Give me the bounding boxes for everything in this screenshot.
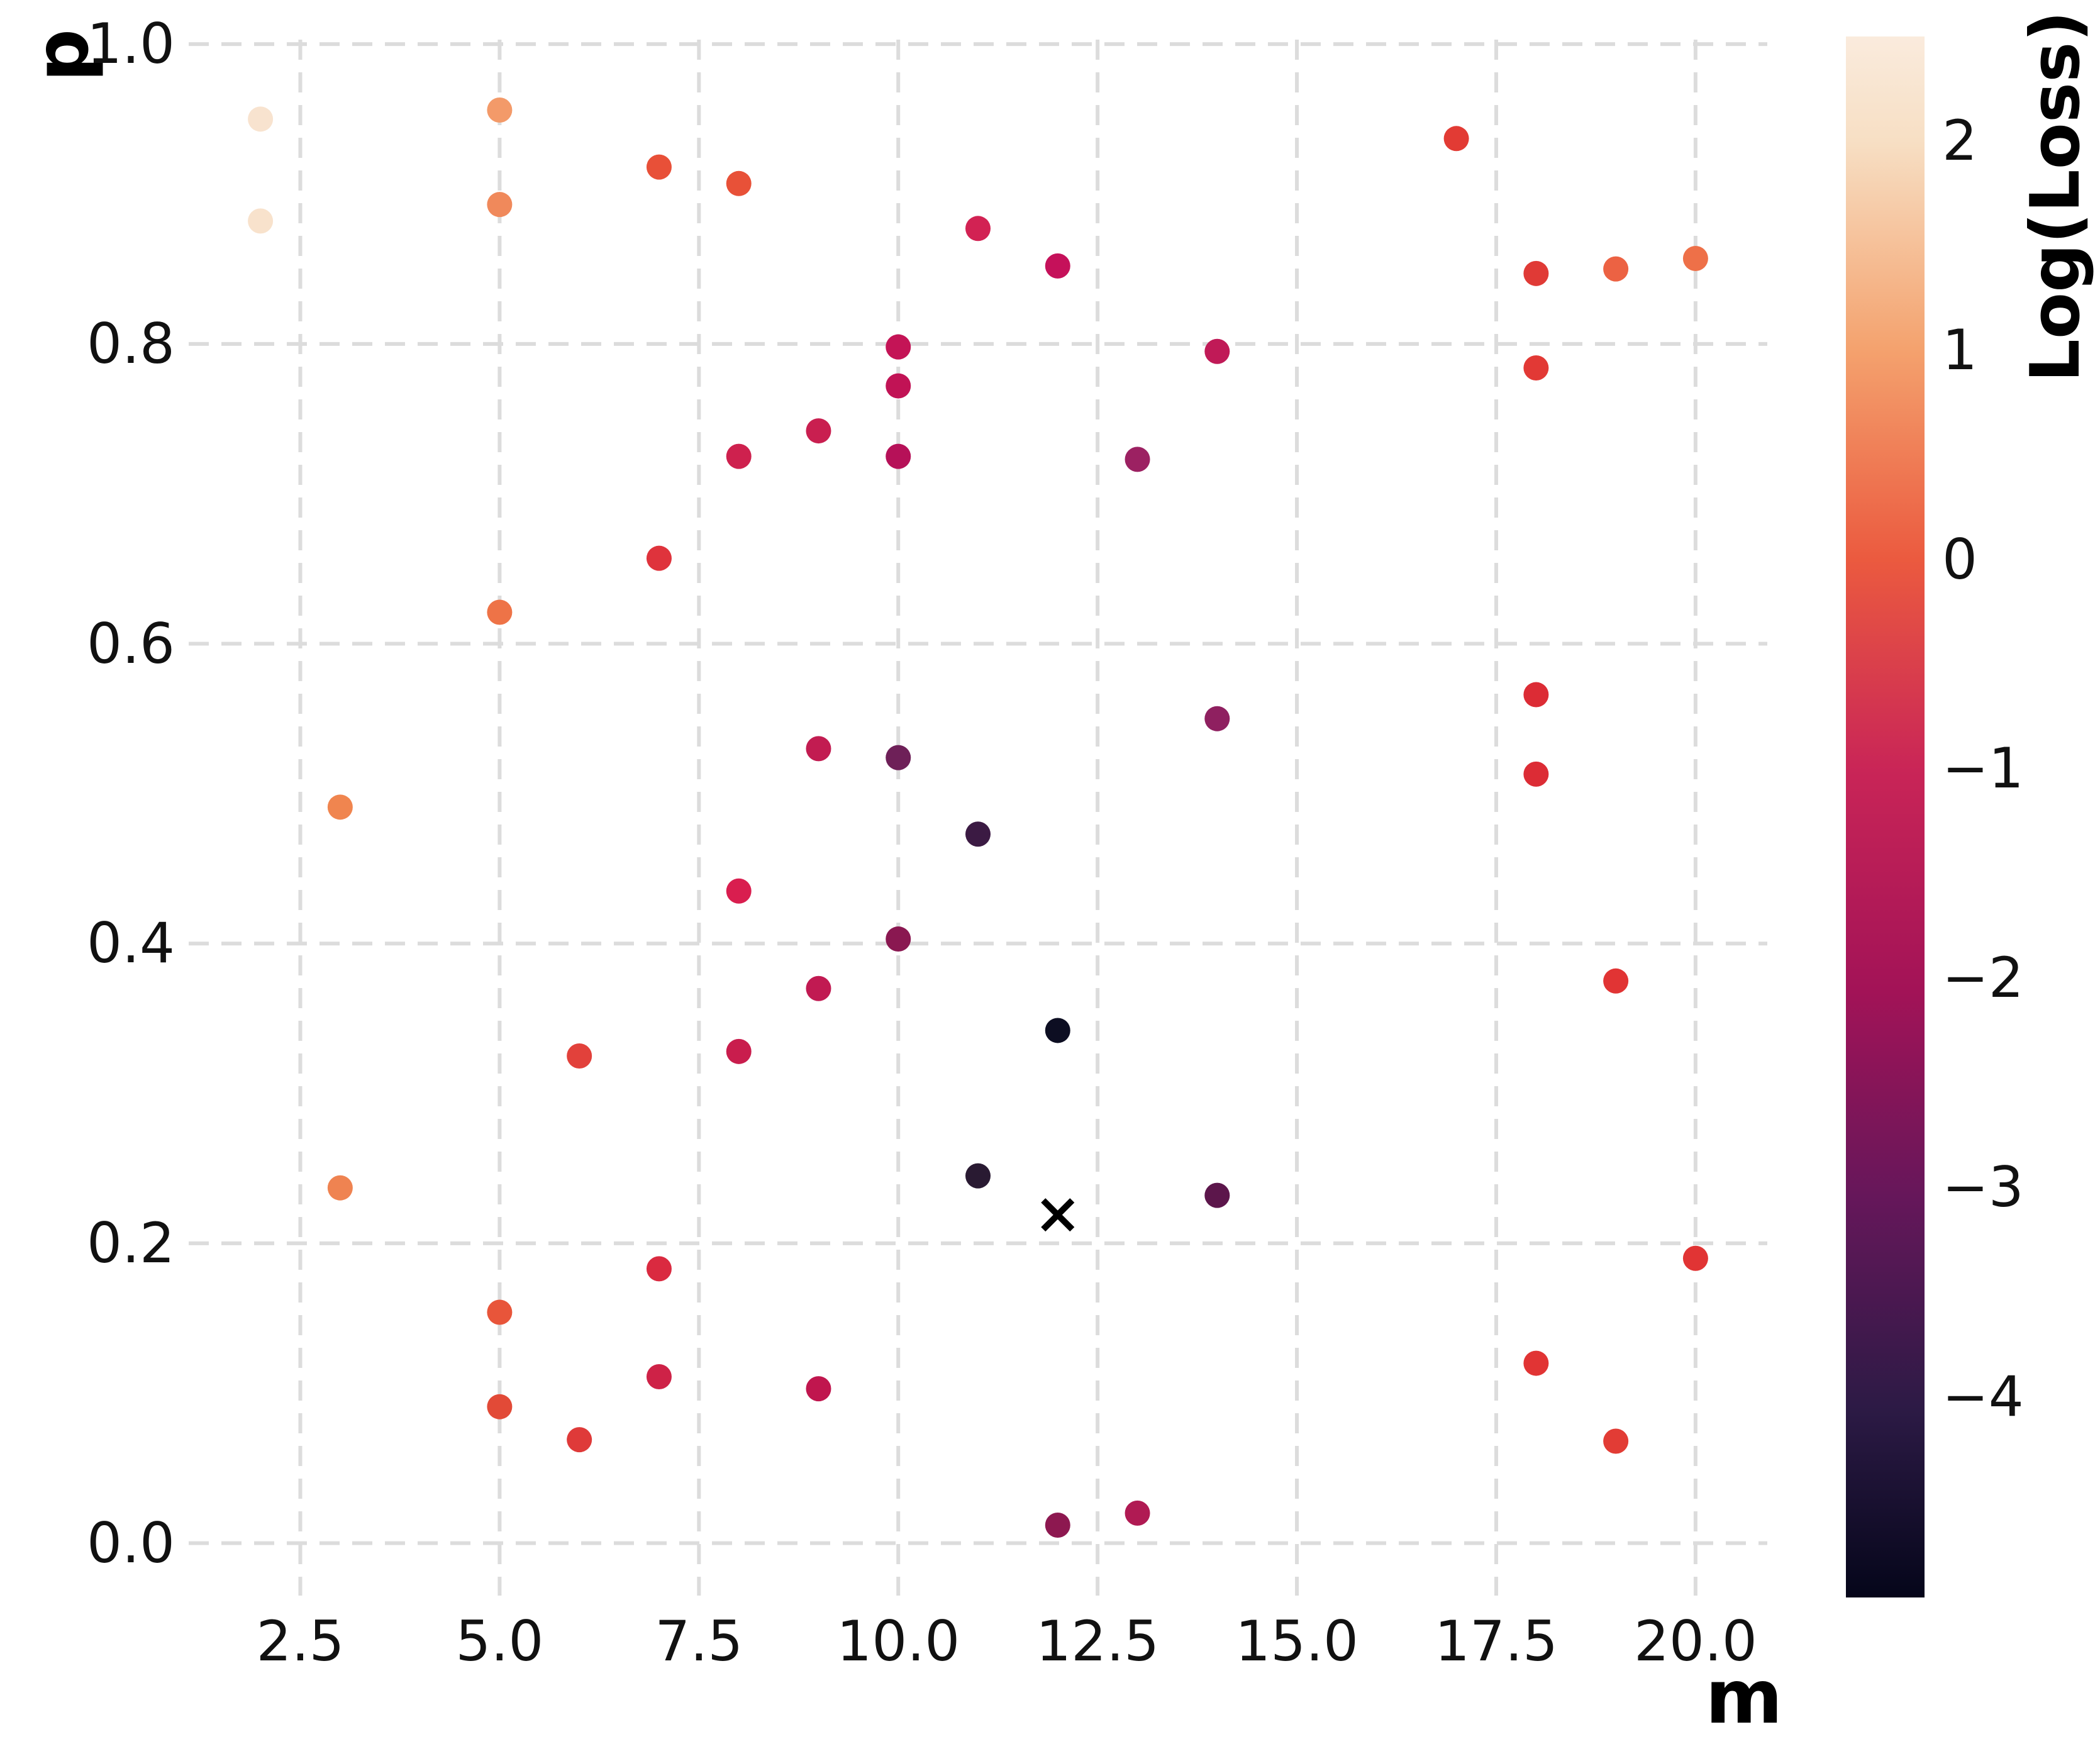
scatter-point [806,736,831,762]
scatter-point [886,443,911,469]
y-tick-label: 0.0 [87,1510,175,1575]
scatter-point [726,170,752,196]
scatter-point [886,745,911,770]
colorbar-tick-label: −3 [1942,1154,2024,1219]
scatter-point [1125,1500,1150,1526]
x-tick-label: 10.0 [836,1609,960,1674]
scatter-point [1125,447,1150,472]
colorbar-tick-label: −4 [1942,1364,2024,1429]
y-tick-label: 1.0 [87,11,175,77]
scatter-point [1603,1428,1629,1454]
scatter-point [1603,968,1629,994]
scatter-point [726,1038,752,1064]
scatter-point [1204,706,1230,731]
scatter-point [487,1299,513,1325]
scatter-point [1523,355,1549,381]
colorbar-tick-label: 0 [1942,526,1977,592]
x-axis-label-text: m [1705,1653,1783,1740]
scatter-point [886,926,911,952]
scatter-point [1443,126,1469,152]
scatter-point [1682,1245,1708,1271]
x-tick-label: 12.5 [1036,1609,1160,1674]
scatter-point [965,216,991,242]
scatter-point [806,418,831,444]
scatter-point [1523,260,1549,286]
x-tick-label: 5.0 [455,1609,544,1674]
colorbar-tick-label: −1 [1942,736,2024,801]
x-tick-label: 17.5 [1435,1609,1558,1674]
scatter-point [567,1427,592,1453]
scatter-point [487,192,513,218]
scatter-point [248,208,274,234]
colorbar-tick-label: 2 [1942,108,1977,174]
scatter-point [1204,338,1230,364]
scatter-point [1045,1018,1070,1043]
y-tick-label: 0.4 [87,911,175,976]
best-point-x-marker [1041,1198,1075,1232]
scatter-point [1204,1182,1230,1208]
scatter-point [487,1394,513,1419]
scatter-point [806,1376,831,1402]
scatter-point [726,878,752,904]
colorbar-gradient [1846,36,1925,1597]
scatter-point [487,97,513,123]
x-tick-label: 7.5 [655,1609,743,1674]
scatter-point [567,1043,592,1069]
plot-canvas [189,40,1767,1596]
scatter-point [646,154,672,180]
colorbar-tick-label: −2 [1942,945,2024,1011]
scatter-point [1523,761,1549,787]
colorbar-tick-label: 1 [1942,318,1977,383]
scatter-point [806,975,831,1001]
scatter-point [646,1364,672,1390]
scatter-point [646,545,672,571]
x-tick-label: 20.0 [1633,1609,1757,1674]
scatter-point [327,1175,353,1201]
scatter-point [965,1163,991,1189]
scatter-point [487,599,513,625]
y-tick-label: 0.6 [87,611,175,676]
x-tick-label: 15.0 [1235,1609,1359,1674]
plot-area [189,40,1767,1596]
scatter-point [726,443,752,469]
scatter-point [1045,1512,1070,1538]
y-tick-label: 0.2 [87,1210,175,1275]
scatter-point [1682,245,1708,271]
scatter-point [1523,1350,1549,1376]
scatter-point [646,1256,672,1282]
scatter-point [248,106,274,132]
y-tick-label: 0.8 [87,311,175,376]
scatter-point [1045,253,1070,279]
x-axis-label: m [1691,1653,1797,1741]
scatter-point [886,373,911,399]
x-tick-label: 2.5 [256,1609,345,1674]
colorbar [1846,36,1925,1597]
scatter-point [1523,682,1549,708]
scatter-point [327,794,353,820]
scatter-point [1603,256,1629,282]
scatter-point [886,334,911,360]
scatter-point [965,821,991,847]
